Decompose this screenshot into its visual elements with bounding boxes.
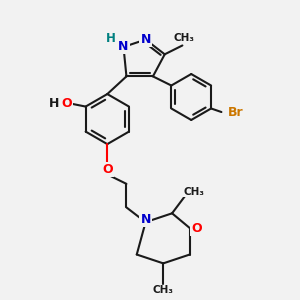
Text: O: O: [102, 163, 112, 176]
Text: O: O: [62, 97, 72, 110]
Text: CH₃: CH₃: [153, 285, 174, 296]
Text: H: H: [49, 97, 59, 110]
Text: CH₃: CH₃: [173, 33, 194, 43]
Text: N: N: [140, 33, 151, 46]
Text: N: N: [118, 40, 129, 53]
Text: O: O: [191, 221, 202, 235]
Text: N: N: [140, 213, 151, 226]
Text: CH₃: CH₃: [183, 187, 204, 197]
Text: H: H: [106, 32, 116, 45]
Text: Br: Br: [227, 106, 243, 118]
